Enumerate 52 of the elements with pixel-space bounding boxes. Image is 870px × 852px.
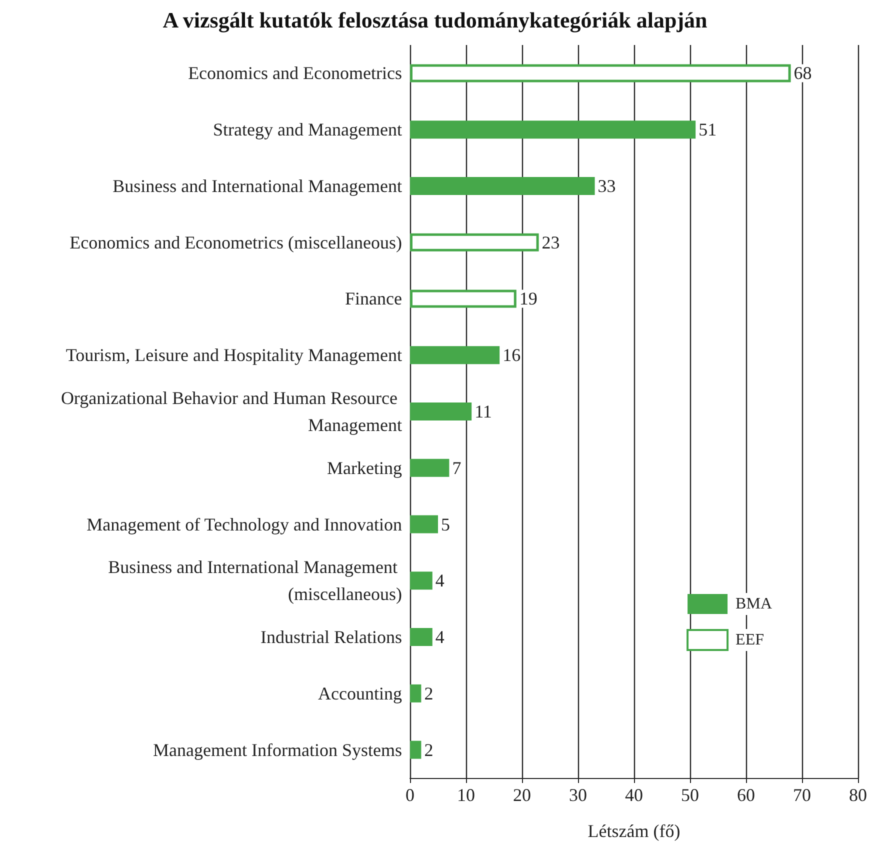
legend-label: BMA — [736, 596, 772, 612]
x-tick-label: 20 — [513, 785, 531, 805]
bar — [410, 233, 539, 252]
y-tick-label: Tourism, Leisure and Hospitality Management — [66, 345, 402, 366]
bar — [410, 346, 500, 364]
data-label: 68 — [794, 63, 812, 84]
data-label: 33 — [598, 176, 616, 196]
x-tick-label: 30 — [569, 785, 587, 805]
y-tick-label: Accounting — [318, 683, 402, 704]
x-tick-label: 70 — [793, 785, 811, 805]
bar — [410, 684, 422, 702]
y-tick-label: Marketing — [327, 458, 402, 478]
data-label: 23 — [542, 232, 560, 252]
data-label: 11 — [474, 402, 492, 422]
y-tick-label: Organizational Behavior and Human Resource Management — [60, 388, 402, 435]
bar — [410, 64, 791, 82]
y-tick-label: Management of Technology and Innovation — [86, 514, 402, 534]
data-label: 5 — [441, 514, 450, 534]
y-tick-label: Industrial Relations — [260, 627, 402, 648]
chart-title: A vizsgált kutatók felosztása tudománykategóriák alapján — [162, 8, 708, 32]
y-tick-label: Economics and Econometrics (miscellaneous) — [70, 232, 402, 252]
y-tick-label: Business and International Management — [112, 176, 402, 196]
y-tick-label: Economics and Econometrics — [188, 63, 402, 84]
x-tick-label: 0 — [406, 785, 414, 805]
y-tick-label: Strategy and Management — [213, 120, 402, 140]
bar — [410, 515, 438, 534]
data-label: 2 — [424, 740, 434, 760]
data-label: 19 — [519, 288, 538, 309]
data-label: 51 — [698, 120, 717, 140]
data-label: 4 — [435, 627, 444, 648]
bar — [410, 290, 516, 308]
y-tick-label: Finance — [345, 288, 402, 309]
data-label: 16 — [502, 345, 521, 366]
bar — [410, 402, 472, 420]
x-tick-label: 50 — [681, 785, 699, 805]
data-label: 4 — [435, 570, 444, 591]
bar — [410, 740, 422, 759]
y-tick-label: Management Information Systems — [153, 740, 402, 760]
bar — [410, 458, 450, 477]
x-tick-label: 80 — [849, 785, 867, 805]
bar — [410, 628, 432, 646]
x-tick-label: 10 — [457, 785, 475, 805]
bar — [410, 572, 432, 590]
data-label: 7 — [452, 458, 462, 478]
legend-label: EEF — [736, 632, 764, 648]
x-axis-title: Létszám (fő) — [588, 821, 680, 841]
bar — [410, 120, 696, 139]
x-tick-label: 60 — [737, 785, 755, 805]
y-tick-label: Business and International Management (miscellaneous) — [108, 557, 402, 604]
bar — [410, 176, 595, 195]
x-tick-label: 40 — [625, 785, 643, 805]
data-label: 2 — [424, 683, 434, 704]
